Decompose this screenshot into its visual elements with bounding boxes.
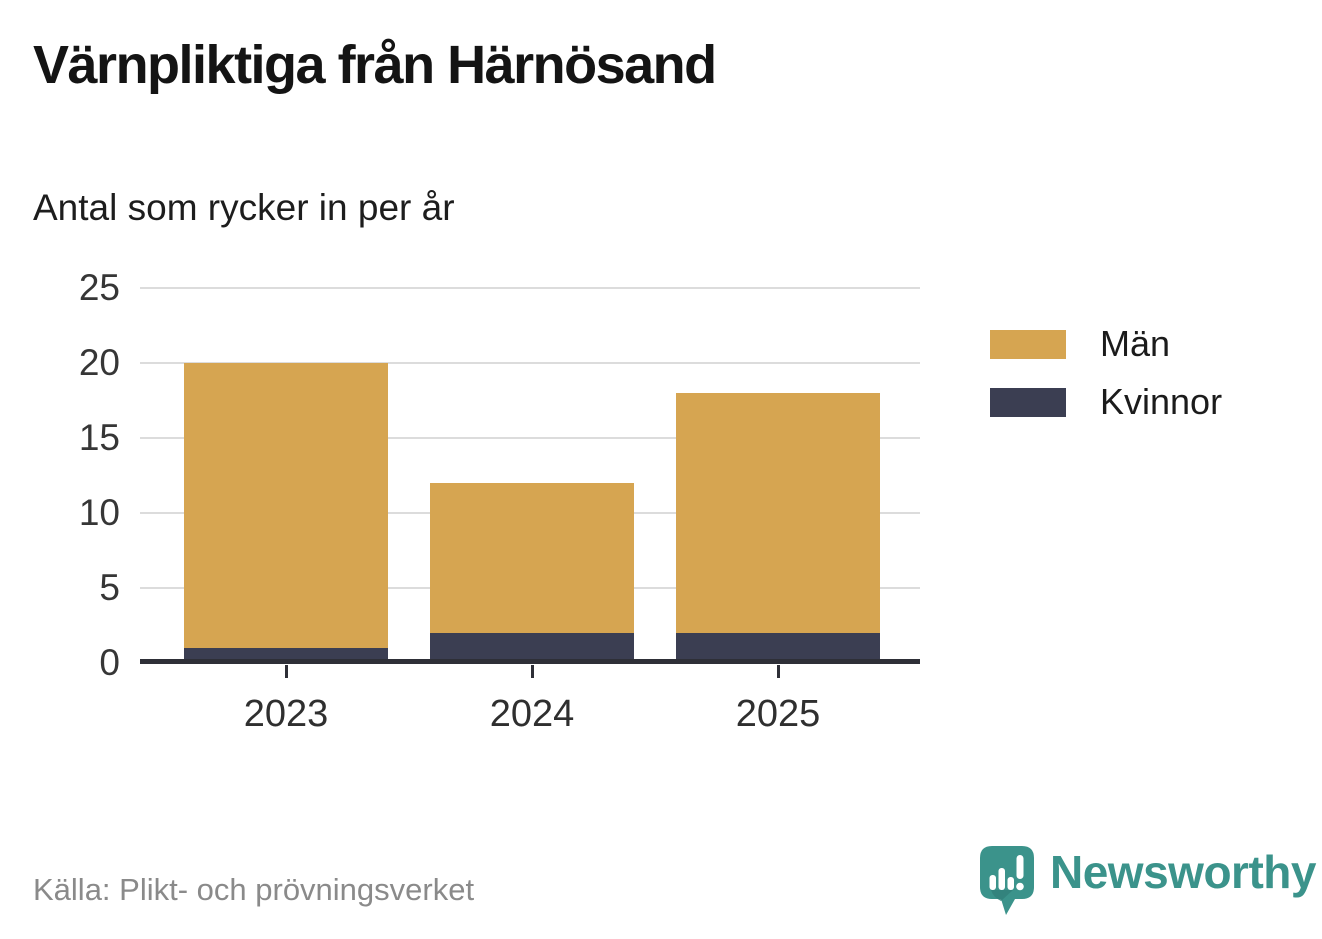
bar-segment-män-2025	[676, 393, 880, 633]
legend: Män Kvinnor	[990, 323, 1222, 445]
source-note: Källa: Plikt- och prövningsverket	[33, 872, 475, 907]
y-axis-tick-label: 25	[78, 267, 120, 308]
bar-segment-män-2024	[430, 483, 634, 633]
x-axis-tick-label: 2023	[243, 693, 329, 735]
x-axis-tick	[776, 665, 780, 678]
legend-swatch	[990, 387, 1066, 417]
legend-label: Män	[1100, 323, 1171, 364]
gridline	[140, 287, 920, 289]
bar-segment-män-2023	[184, 363, 388, 648]
legend-label: Kvinnor	[1100, 381, 1223, 422]
chart-subtitle: Antal som rycker in per år	[33, 187, 455, 228]
legend-item-män: Män	[990, 323, 1222, 364]
x-axis-line	[140, 659, 920, 664]
brand-name: Newsworthy	[1050, 846, 1316, 898]
newsworthy-brand: Newsworthy	[977, 843, 1316, 919]
y-axis-tick-label: 10	[78, 492, 120, 533]
y-axis-tick-label: 5	[99, 567, 120, 608]
y-axis-tick-label: 0	[99, 642, 120, 683]
y-axis-tick-label: 15	[78, 417, 120, 458]
newsworthy-logo-icon	[980, 846, 1034, 915]
legend-item-kvinnor: Kvinnor	[990, 381, 1222, 422]
legend-swatch	[990, 329, 1066, 359]
y-axis-tick-label: 20	[78, 342, 120, 383]
gridline	[140, 362, 920, 364]
x-axis-tick	[530, 665, 534, 678]
chart-title: Värnpliktiga från Härnösand	[33, 35, 717, 95]
gridline	[140, 437, 920, 439]
x-axis-tick	[284, 665, 288, 678]
x-axis-tick-label: 2024	[489, 693, 575, 735]
bar-segment-kvinnor-2024	[430, 633, 634, 663]
x-axis-tick-label: 2025	[735, 693, 821, 735]
bar-segment-kvinnor-2025	[676, 633, 880, 663]
